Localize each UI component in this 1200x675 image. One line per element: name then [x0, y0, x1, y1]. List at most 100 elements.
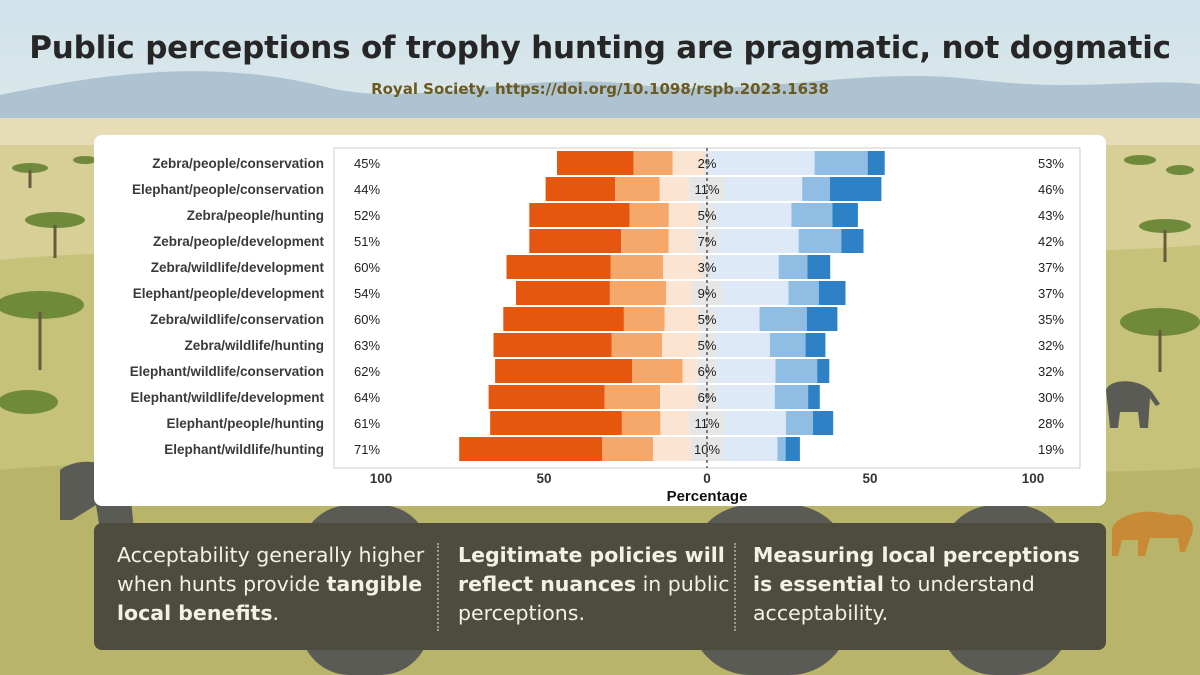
bar-segment-8-4 [698, 333, 716, 357]
bar-segment-9-6 [775, 359, 818, 383]
center-percent-label: 5% [698, 312, 717, 327]
center-percent-label: 7% [698, 234, 717, 249]
bar-segment-4-3 [668, 229, 696, 253]
finding-3-text: to understand acceptability. [753, 572, 1035, 625]
bar-segment-3-1 [529, 203, 630, 227]
bar-segment-1-7 [867, 151, 885, 175]
bar-segment-11-3 [660, 411, 690, 435]
x-tick-label: 50 [536, 471, 551, 486]
finding-2-bold: Legitimate policies will reflect nuances [458, 543, 725, 596]
right-percent-label: 37% [1038, 260, 1064, 275]
right-percent-label: 37% [1038, 286, 1064, 301]
bar-segment-6-5 [721, 281, 789, 305]
category-label: Zebra/people/hunting [187, 208, 324, 223]
bar-segment-9-5 [716, 359, 776, 383]
left-percent-label: 45% [354, 156, 380, 171]
bar-segment-12-2 [602, 437, 654, 461]
bar-segment-10-3 [660, 385, 698, 409]
finding-1: Acceptability generally higher when hunt… [117, 541, 427, 628]
bar-segment-5-3 [663, 255, 703, 279]
bar-segment-5-2 [610, 255, 663, 279]
right-percent-label: 30% [1038, 390, 1064, 405]
bar-segment-9-2 [632, 359, 683, 383]
category-label: Elephant/wildlife/conservation [130, 364, 324, 379]
right-percent-label: 42% [1038, 234, 1064, 249]
category-label: Zebra/wildlife/conservation [150, 312, 324, 327]
x-tick-label: 100 [1022, 471, 1045, 486]
bar-segment-4-2 [621, 229, 669, 253]
bar-segment-10-5 [716, 385, 775, 409]
left-percent-label: 60% [354, 260, 380, 275]
left-percent-label: 52% [354, 208, 380, 223]
finding-1-end: . [272, 601, 280, 625]
bar-segment-8-7 [805, 333, 826, 357]
bar-segment-4-5 [718, 229, 799, 253]
right-percent-label: 35% [1038, 312, 1064, 327]
bar-segment-2-5 [724, 177, 803, 201]
bar-segment-11-2 [621, 411, 661, 435]
right-percent-label: 28% [1038, 416, 1064, 431]
bar-segment-8-2 [611, 333, 662, 357]
left-percent-label: 61% [354, 416, 380, 431]
bar-segment-11-7 [813, 411, 834, 435]
x-tick-label: 50 [862, 471, 877, 486]
bar-segment-5-1 [506, 255, 611, 279]
bar-segment-7-2 [623, 307, 665, 331]
category-label: Elephant/people/development [133, 286, 325, 301]
bar-segment-4-7 [841, 229, 864, 253]
bar-segment-11-1 [490, 411, 622, 435]
left-percent-label: 62% [354, 364, 380, 379]
center-percent-label: 11% [694, 416, 719, 431]
bar-segment-7-1 [503, 307, 624, 331]
bar-segment-10-1 [488, 385, 605, 409]
bar-segment-4-6 [798, 229, 842, 253]
finding-2-text: in public perceptions. [458, 572, 730, 625]
left-percent-label: 51% [354, 234, 380, 249]
source-citation: Royal Society. https://doi.org/10.1098/r… [371, 80, 829, 98]
bar-segment-12-5 [723, 437, 778, 461]
category-label: Zebra/people/development [153, 234, 325, 249]
chart-panel: Zebra/people/conservation 45% 2% 53% Elephan… [94, 135, 1106, 506]
key-findings-panel: Acceptability generally higher when hunt… [94, 523, 1106, 650]
right-percent-label: 32% [1038, 364, 1064, 379]
bar-segment-7-7 [806, 307, 838, 331]
bar-segment-6-7 [818, 281, 846, 305]
category-label: Zebra/wildlife/development [151, 260, 325, 275]
bar-segment-2-6 [802, 177, 830, 201]
left-percent-label: 60% [354, 312, 380, 327]
bar-segment-3-7 [832, 203, 858, 227]
bar-segment-6-2 [609, 281, 667, 305]
right-percent-label: 53% [1038, 156, 1064, 171]
center-percent-label: 2% [698, 156, 717, 171]
bar-segment-11-5 [724, 411, 786, 435]
left-percent-label: 64% [354, 390, 380, 405]
bar-segment-5-5 [711, 255, 779, 279]
finding-1-bold: tangible local benefits [117, 572, 423, 625]
bar-segment-8-3 [662, 333, 699, 357]
bar-segment-9-3 [682, 359, 698, 383]
x-tick-label: 100 [370, 471, 393, 486]
bar-segment-5-7 [807, 255, 831, 279]
finding-3: Measuring local perceptions is essential… [753, 541, 1093, 628]
bar-segment-3-5 [715, 203, 792, 227]
right-percent-label: 32% [1038, 338, 1064, 353]
category-label: Zebra/people/conservation [152, 156, 324, 171]
bar-segment-7-3 [664, 307, 699, 331]
bar-segment-1-2 [633, 151, 673, 175]
left-percent-label: 71% [354, 442, 380, 457]
bar-segment-6-3 [666, 281, 693, 305]
bar-segment-1-5 [710, 151, 815, 175]
category-label: Elephant/people/hunting [167, 416, 325, 431]
right-percent-label: 19% [1038, 442, 1064, 457]
x-axis-title: Percentage [667, 488, 748, 505]
diverging-bar-chart: Zebra/people/conservation 45% 2% 53% Elephan… [130, 147, 1081, 505]
bar-segment-3-6 [791, 203, 833, 227]
bar-segment-9-1 [495, 359, 632, 383]
bar-segment-2-1 [545, 177, 615, 201]
bar-segment-10-7 [808, 385, 820, 409]
category-label: Elephant/wildlife/hunting [164, 442, 324, 457]
bar-segment-12-7 [785, 437, 800, 461]
bar-segment-12-1 [459, 437, 602, 461]
bar-segment-8-5 [715, 333, 770, 357]
bar-segment-11-6 [785, 411, 813, 435]
